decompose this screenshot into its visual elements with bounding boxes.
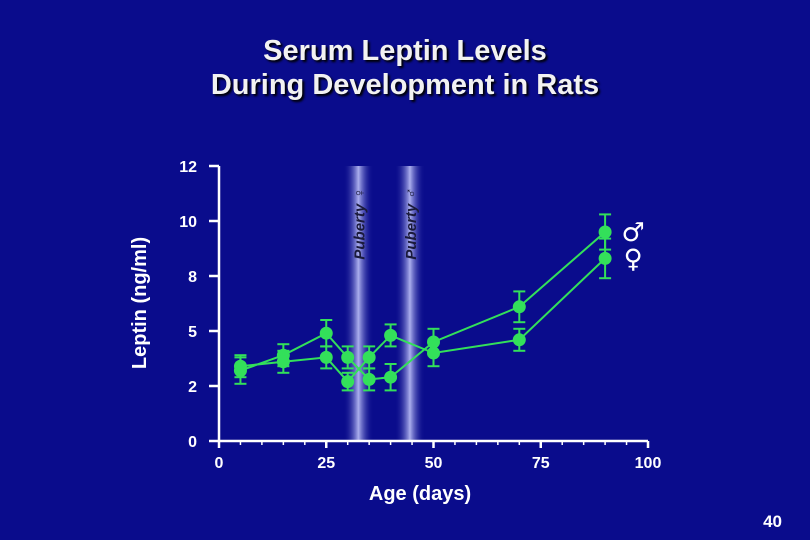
x-tick-label: 75 xyxy=(532,455,550,472)
data-series xyxy=(233,213,612,392)
y-tick-label: 0 xyxy=(188,434,197,451)
slide-title: Serum Leptin Levels During Development i… xyxy=(0,34,810,102)
x-axis-label: Age (days) xyxy=(369,483,471,505)
data-point xyxy=(233,359,247,373)
y-tick-label: 5 xyxy=(188,324,197,341)
data-point xyxy=(512,333,526,347)
series-legend: ♂♀ xyxy=(621,218,644,274)
slide-title-line-2: During Development in Rats xyxy=(210,69,600,101)
y-axis-label: Leptin (ng/ml) xyxy=(129,237,151,369)
data-point xyxy=(276,355,290,369)
y-tick-label: 12 xyxy=(179,159,197,176)
data-point xyxy=(319,326,333,340)
data-point xyxy=(362,350,376,364)
puberty-band-label-2: Puberty ♂ xyxy=(403,188,420,259)
data-point xyxy=(384,328,398,342)
data-point xyxy=(384,370,398,384)
x-tick-label: 25 xyxy=(317,455,335,472)
data-point xyxy=(341,350,355,364)
data-point xyxy=(512,300,526,314)
y-tick-label: 10 xyxy=(179,214,197,231)
x-tick-label: 50 xyxy=(425,455,443,472)
puberty-band-2 xyxy=(394,166,425,441)
puberty-band-1 xyxy=(343,166,374,441)
data-point xyxy=(427,346,440,360)
page-number: 40 xyxy=(763,512,782,531)
data-point xyxy=(341,375,355,389)
y-tick-label: 2 xyxy=(188,379,197,396)
puberty-band-label-1: Puberty ♀ xyxy=(351,188,368,259)
puberty-bands: Puberty ♀ Puberty ♂ xyxy=(343,166,425,441)
data-point xyxy=(319,350,333,364)
x-tick-label: 0 xyxy=(215,455,224,472)
y-tick-label: 8 xyxy=(188,269,197,286)
legend-symbol-2: ♀ xyxy=(624,244,643,274)
x-tick-label: 100 xyxy=(635,455,662,472)
data-point xyxy=(598,225,612,239)
chart-axes xyxy=(217,166,648,443)
data-point xyxy=(598,251,612,265)
slide-title-line-1: Serum Leptin Levels xyxy=(263,35,547,67)
data-point xyxy=(362,372,376,386)
legend-symbol-1: ♂ xyxy=(621,218,644,248)
